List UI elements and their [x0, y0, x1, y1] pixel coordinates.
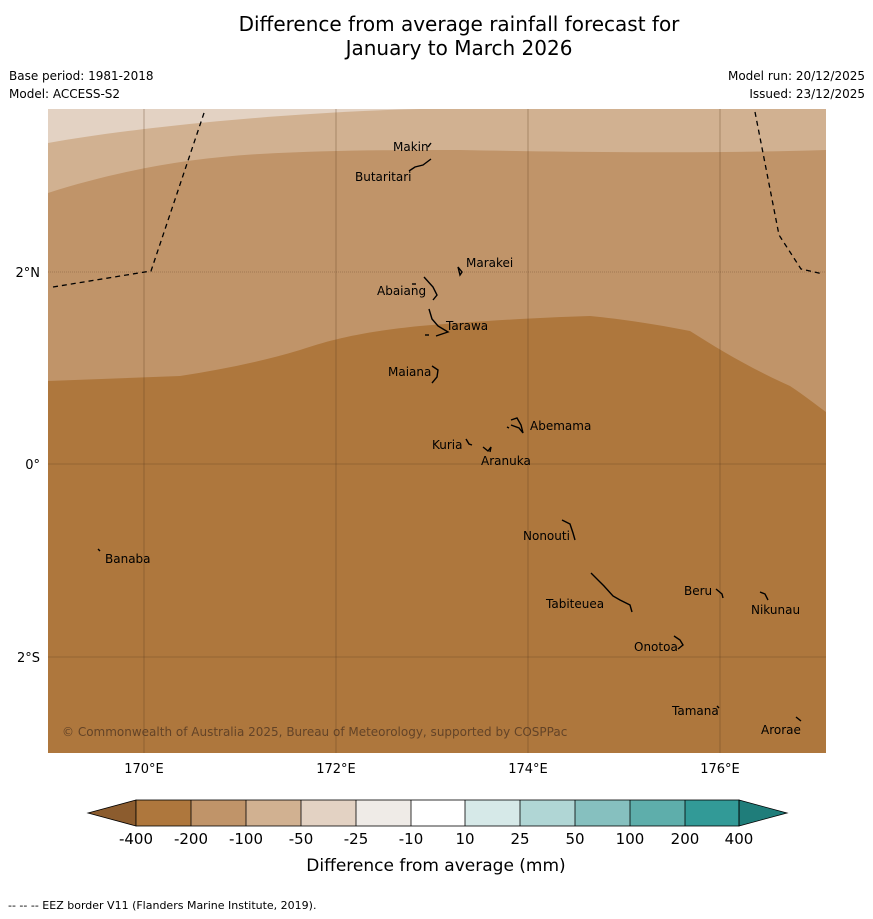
colorbar-segment-9 [575, 800, 630, 826]
colorbar-tick-2: -200 [174, 830, 208, 848]
colorbar-dividers [135, 799, 740, 827]
title-line-2: January to March 2026 [345, 36, 573, 60]
banaba-shape [97, 548, 101, 552]
colorbar-tick-11: 200 [671, 830, 700, 848]
tamana-shape [716, 705, 720, 709]
island-label-kuria: Kuria [432, 438, 463, 452]
island-label-tabiteuea: Tabiteuea [545, 597, 604, 611]
island-label-aranuka: Aranuka [481, 454, 531, 468]
band-minus-400 [48, 316, 826, 753]
colorbar-ticks: -400 -200 -100 -50 -25 -10 10 25 50 100 … [119, 830, 753, 848]
butaritari-shape [408, 158, 432, 172]
colorbar-tick-4: -50 [289, 830, 314, 848]
rainfall-shading [48, 109, 826, 753]
colorbar-tick-1: -400 [119, 830, 153, 848]
island-label-abemama: Abemama [530, 419, 591, 433]
island-label-onotoa: Onotoa [634, 640, 678, 654]
lon-label-176: 176°E [700, 762, 740, 777]
colorbar-tick-9: 50 [565, 830, 584, 848]
beru-shape [715, 588, 724, 599]
colorbar-segment-11 [685, 800, 739, 826]
island-label-tarawa: Tarawa [445, 319, 488, 333]
colorbar-tick-6: -10 [399, 830, 424, 848]
tarawa-shape [428, 308, 450, 337]
chart-title: Difference from average rainfall forecas… [0, 12, 873, 60]
model-run: Model run: 20/12/2025 [727, 69, 865, 83]
lat-label-2n: 2°N [16, 266, 41, 281]
colorbar-tick-7: 10 [455, 830, 474, 848]
gridlines [48, 109, 826, 753]
island-labels: Makin Butaritari Marakei Abaiang Tarawa … [105, 140, 801, 737]
colorbar-tick-8: 25 [510, 830, 529, 848]
lon-label-174: 174°E [508, 762, 548, 777]
island-label-makin: Makin [393, 140, 429, 154]
island-label-butaritari: Butaritari [355, 170, 412, 184]
lat-label-0: 0° [25, 458, 40, 473]
colorbar [86, 799, 789, 827]
nikunau-shape [759, 591, 769, 601]
eez-border-east [754, 111, 824, 275]
island-shapes [97, 142, 802, 722]
lon-labels: 170°E 172°E 174°E 176°E [124, 762, 740, 777]
kuria-shape [465, 438, 473, 446]
island-label-nikunau: Nikunau [751, 603, 800, 617]
issued-date: Issued: 23/12/2025 [749, 87, 865, 101]
colorbar-title: Difference from average (mm) [306, 856, 565, 876]
island-label-abaiang: Abaiang [377, 284, 426, 298]
copyright-text: © Commonwealth of Australia 2025, Bureau… [62, 725, 567, 739]
island-label-tamana: Tamana [671, 704, 719, 718]
colorbar-tick-5: -25 [344, 830, 369, 848]
marakei-shape [457, 266, 463, 277]
island-label-marakei: Marakei [466, 256, 513, 270]
meta-left: Base period: 1981-2018 Model: ACCESS-S2 [9, 67, 154, 103]
colorbar-tick-12: 400 [725, 830, 754, 848]
lat-label-2s: 2°S [17, 651, 40, 666]
colorbar-segment-3 [246, 800, 301, 826]
colorbar-high-extension [738, 799, 789, 827]
island-label-arorae: Arorae [761, 723, 801, 737]
eez-border-west [52, 109, 206, 288]
colorbar-segment-4 [301, 800, 356, 826]
colorbar-segment-1 [136, 800, 191, 826]
meta-right: Model run: 20/12/2025 Issued: 23/12/2025 [728, 67, 865, 103]
onotoa-shape [673, 635, 684, 650]
island-label-banaba: Banaba [105, 552, 151, 566]
abaiang-shape [423, 276, 438, 301]
island-label-beru: Beru [684, 584, 712, 598]
abemama-small-shape [506, 426, 510, 429]
colorbar-frame [135, 799, 740, 827]
colorbar-tick-3: -100 [229, 830, 263, 848]
base-period: Base period: 1981-2018 [9, 69, 154, 83]
model-name: Model: ACCESS-S2 [9, 87, 121, 101]
arorae-shape [795, 716, 802, 722]
eez-border [52, 109, 824, 288]
colorbar-segment-7 [465, 800, 520, 826]
colorbar-tick-10: 100 [616, 830, 645, 848]
lat-labels: 2°N 0° 2°S [16, 266, 41, 666]
colorbar-segment-10 [630, 800, 685, 826]
colorbar-segment-6 [411, 800, 465, 826]
colorbar-segment-8 [520, 800, 575, 826]
colorbar-segment-2 [191, 800, 246, 826]
island-label-nonouti: Nonouti [523, 529, 570, 543]
nonouti-shape [561, 519, 576, 541]
eez-footnote: -- -- -- EEZ border V11 (Flanders Marine… [8, 899, 317, 912]
title-line-1: Difference from average rainfall forecas… [238, 12, 680, 36]
lon-label-170: 170°E [124, 762, 164, 777]
abemama-shape [510, 417, 524, 434]
colorbar-low-extension [86, 799, 137, 827]
tabiteuea-shape [590, 572, 633, 613]
makin-shape [427, 142, 432, 148]
colorbar-segment-5 [356, 800, 411, 826]
aranuka-shape [482, 446, 492, 453]
lon-label-172: 172°E [316, 762, 356, 777]
maiana-shape [431, 365, 439, 384]
island-label-maiana: Maiana [388, 365, 431, 379]
